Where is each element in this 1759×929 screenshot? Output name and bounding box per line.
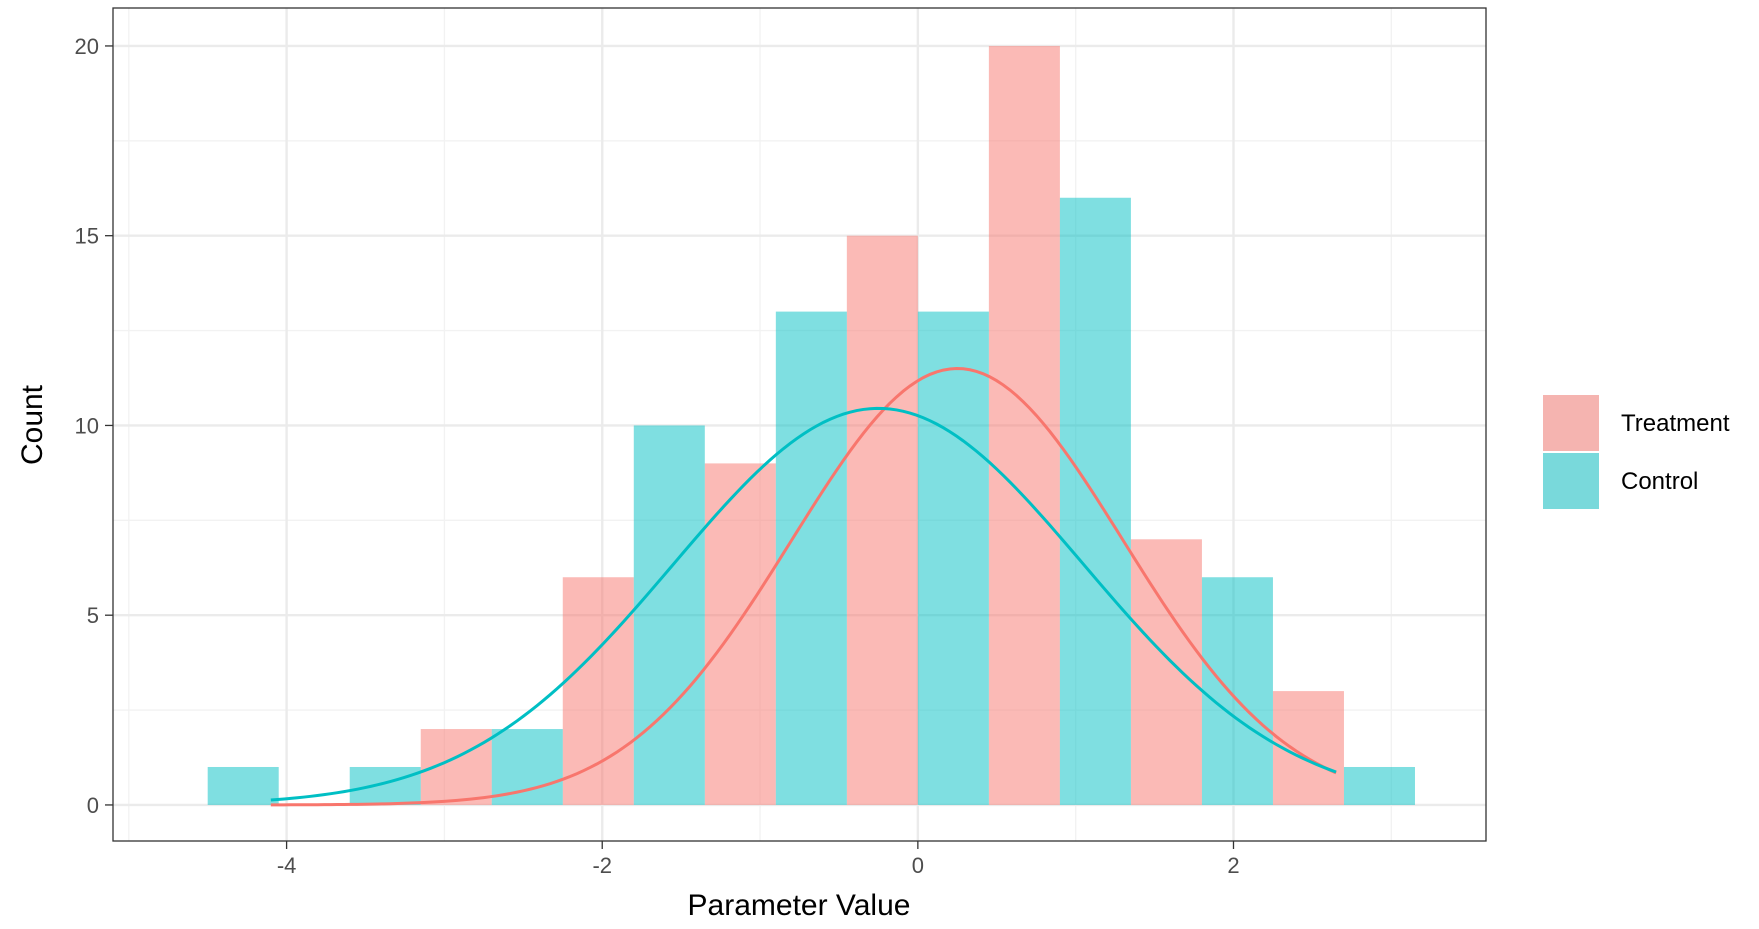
treatment-bar (846, 235, 918, 805)
y-axis-title: Count (16, 384, 49, 465)
legend-label-treatment: Treatment (1621, 410, 1730, 437)
y-tick-label: 15 (75, 224, 99, 249)
y-tick-label: 20 (75, 34, 99, 59)
legend-key-control (1543, 453, 1599, 509)
control-bar (491, 729, 563, 805)
x-axis-ticks: -4 -2 0 2 (277, 841, 1240, 878)
plot-panel-border (112, 7, 1487, 842)
control-bar (1343, 766, 1415, 805)
legend-key-treatment (1543, 395, 1599, 451)
control-bar (1201, 577, 1273, 805)
control-bar (917, 311, 989, 805)
control-bar (1059, 197, 1131, 805)
control-density-curve (270, 406, 1337, 802)
treatment-bar (988, 45, 1060, 805)
y-tick-label: 0 (87, 793, 99, 818)
x-axis-title: Parameter Value (688, 889, 911, 922)
legend-label-control: Control (1621, 468, 1698, 495)
treatment-density-curve (270, 367, 1337, 807)
treatment-bar (562, 577, 634, 805)
y-tick-label: 10 (75, 413, 99, 438)
control-bar (349, 766, 421, 805)
y-axis-ticks: 0 5 10 15 20 (75, 34, 113, 818)
legend: Treatment Control (1543, 395, 1730, 509)
control-bar (633, 425, 705, 805)
x-tick-label: 0 (912, 853, 924, 878)
x-tick-label: 2 (1227, 853, 1239, 878)
treatment-bar (704, 463, 776, 805)
x-tick-label: -2 (592, 853, 612, 878)
control-bar (775, 311, 847, 805)
density-curves (270, 367, 1337, 807)
treatment-bar (1130, 539, 1202, 805)
x-tick-label: -4 (277, 853, 297, 878)
y-tick-label: 5 (87, 603, 99, 628)
control-bar (207, 766, 279, 805)
histogram-bars (207, 45, 1415, 805)
